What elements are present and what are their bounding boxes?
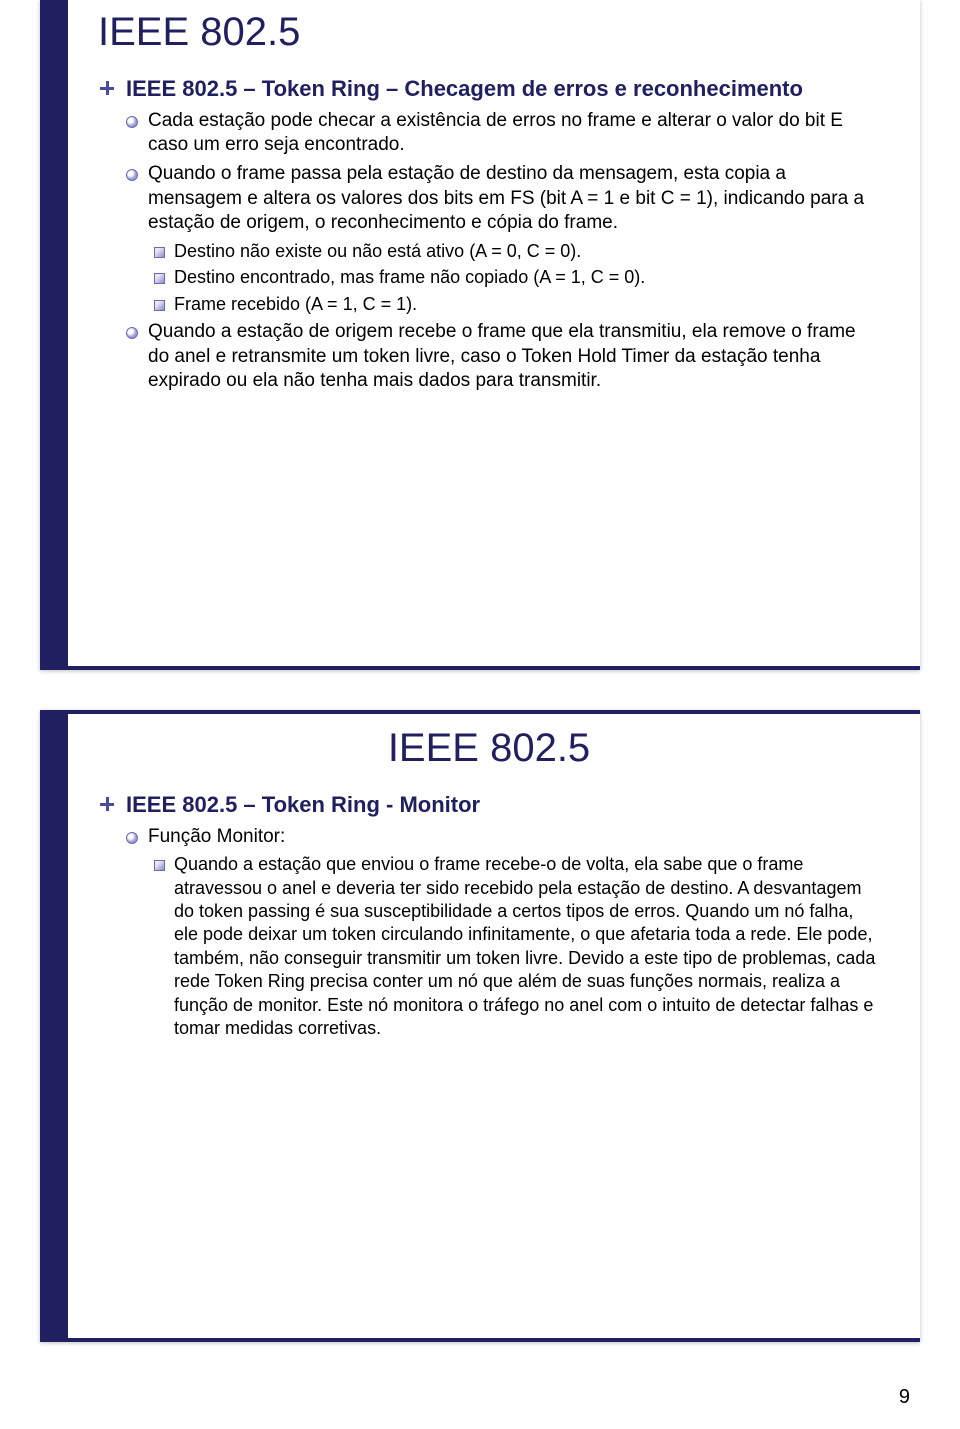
slide-2-title: IEEE 802.5 [98,726,880,771]
slide-1-bullet-2: Quando o frame passa pela estação de des… [126,162,880,236]
slide-1-heading: IEEE 802.5 – Token Ring – Checagem de er… [98,75,880,103]
slide-1: IEEE 802.5 IEEE 802.5 – Token Ring – Che… [40,0,920,670]
slide-2-bullet-1: Função Monitor: [126,825,880,850]
slide-2: IEEE 802.5 IEEE 802.5 – Token Ring - Mon… [40,710,920,1342]
slide-1-title: IEEE 802.5 [98,10,880,55]
accent-bar-bottom-2 [68,1338,920,1342]
slide-1-bullet-2-sub-1: Destino não existe ou não está ativo (A … [154,240,880,263]
slide-1-content: IEEE 802.5 IEEE 802.5 – Token Ring – Che… [68,0,920,428]
slide-1-bullet-2-sub-2: Destino encontrado, mas frame não copiad… [154,266,880,289]
slide-2-heading: IEEE 802.5 – Token Ring - Monitor [98,791,880,819]
accent-bar-bottom [68,666,920,670]
slide-2-bullet-1-sub-1: Quando a estação que enviou o frame rece… [154,853,880,1040]
page-number: 9 [0,1382,960,1429]
page: IEEE 802.5 IEEE 802.5 – Token Ring – Che… [0,0,960,1429]
slide-2-content: IEEE 802.5 IEEE 802.5 – Token Ring - Mon… [68,710,920,1073]
slide-container: IEEE 802.5 IEEE 802.5 – Token Ring – Che… [0,0,960,1342]
slide-1-bullet-2-sub-3: Frame recebido (A = 1, C = 1). [154,293,880,316]
slide-1-bullet-1: Cada estação pode checar a existência de… [126,109,880,158]
accent-bar-top [68,710,920,714]
slide-1-bullet-3: Quando a estação de origem recebe o fram… [126,320,880,394]
